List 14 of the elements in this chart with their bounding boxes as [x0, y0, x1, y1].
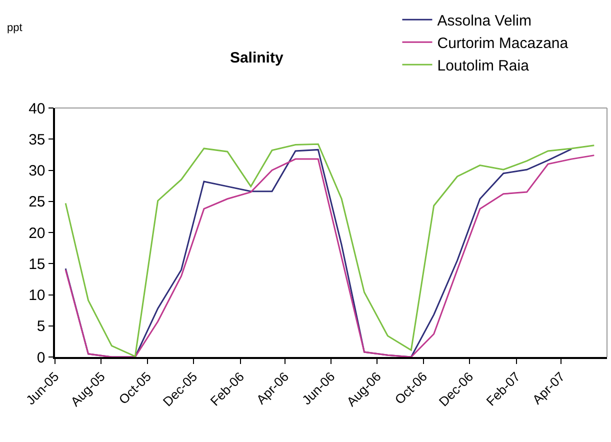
- y-tick-label: 0: [36, 349, 46, 366]
- text: ppt: [7, 22, 22, 34]
- y-tick-label: 35: [28, 131, 46, 148]
- y-tick-label: 25: [28, 194, 46, 211]
- chart-title: Salinity: [230, 50, 284, 67]
- legend-label: Loutolim Raia: [437, 58, 530, 75]
- y-tick-label: 20: [28, 224, 46, 242]
- legend-label: Assolna Velim: [437, 12, 532, 30]
- y-tick-label: 15: [28, 256, 46, 273]
- y-tick-label: 30: [28, 162, 46, 180]
- y-tick-label: 10: [28, 287, 46, 304]
- y-tick-label: 40: [28, 100, 46, 118]
- y-tick-label: 5: [36, 318, 46, 336]
- legend-label: Curtorim Macazana: [437, 35, 569, 52]
